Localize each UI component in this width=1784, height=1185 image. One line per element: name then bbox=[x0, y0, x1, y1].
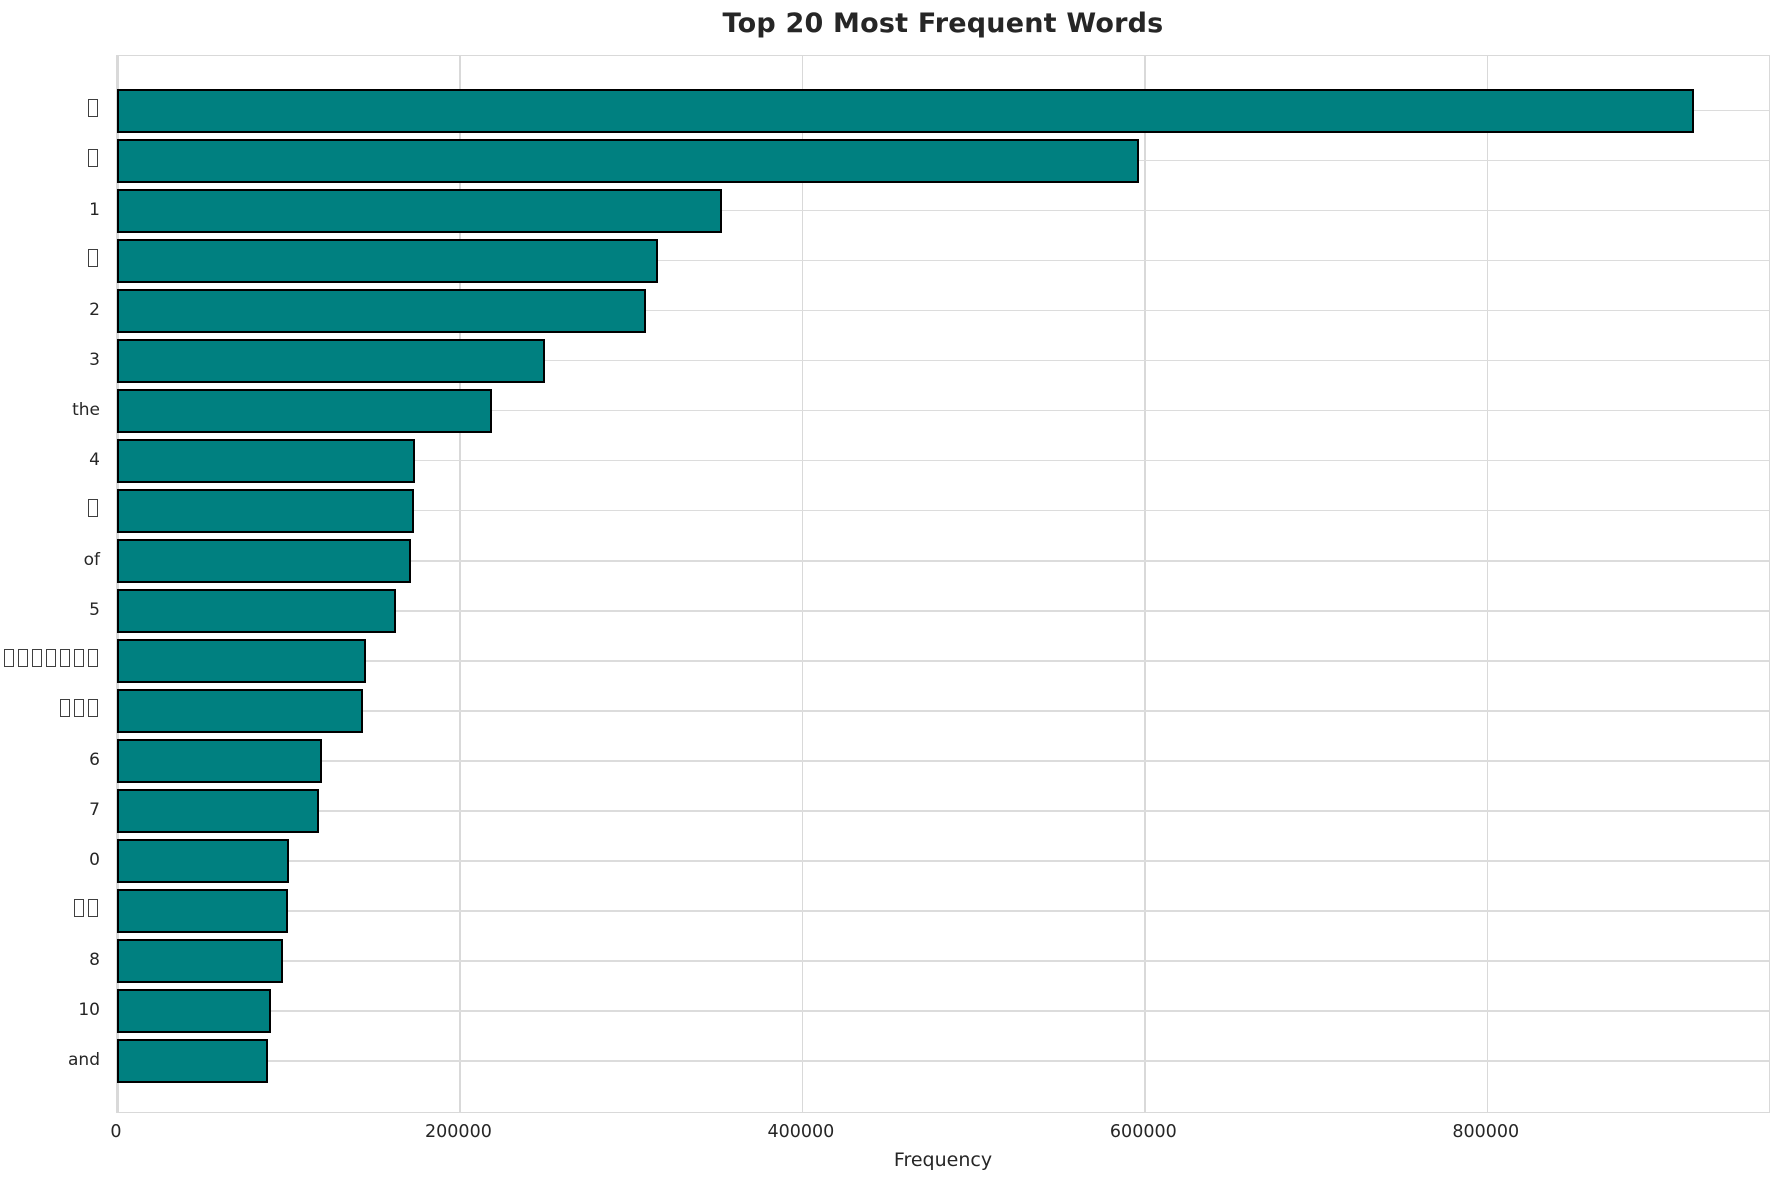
gridline-horizontal bbox=[117, 660, 1769, 662]
gridline-horizontal bbox=[117, 309, 1769, 312]
gridline-horizontal bbox=[117, 209, 1769, 212]
gridline-horizontal bbox=[117, 1010, 1769, 1012]
y-tick-label: 0 bbox=[89, 849, 100, 870]
bar bbox=[117, 188, 722, 233]
gridline-vertical bbox=[801, 56, 804, 1112]
y-tick-label: the bbox=[72, 399, 100, 420]
gridline-horizontal bbox=[117, 960, 1769, 962]
gridline-horizontal bbox=[117, 910, 1769, 912]
y-tick-label bbox=[0, 247, 100, 273]
missing-glyph-box bbox=[88, 648, 98, 667]
missing-glyph-box bbox=[74, 648, 84, 667]
y-tick-label bbox=[0, 147, 100, 173]
y-tick-label: 10 bbox=[78, 1000, 100, 1021]
gridline-horizontal bbox=[117, 1060, 1769, 1062]
missing-glyph-box bbox=[32, 648, 42, 667]
bar bbox=[117, 238, 659, 283]
bar bbox=[117, 888, 288, 933]
bar bbox=[117, 138, 1140, 183]
y-tick-label bbox=[0, 697, 100, 723]
gridline-horizontal bbox=[117, 409, 1769, 412]
gridline-vertical bbox=[117, 56, 119, 1112]
y-axis-tick-labels: 1 2 3 the 4 of 5 6 7 0 8 10 and bbox=[0, 0, 106, 1185]
y-tick-label: 4 bbox=[89, 449, 100, 470]
gridline-horizontal bbox=[117, 810, 1769, 812]
gridline-horizontal bbox=[117, 760, 1769, 762]
x-axis-label: Frequency bbox=[893, 1149, 993, 1171]
y-tick-label: 6 bbox=[89, 749, 100, 770]
missing-glyph-box bbox=[4, 648, 14, 667]
bar bbox=[117, 288, 646, 333]
y-tick-label: of bbox=[83, 549, 100, 570]
missing-glyph-box bbox=[88, 148, 98, 167]
gridline-horizontal bbox=[117, 459, 1769, 462]
x-tick-label: 400000 bbox=[767, 1122, 835, 1142]
x-tick-label: 800000 bbox=[1452, 1122, 1520, 1142]
y-tick-label bbox=[0, 897, 100, 923]
gridline-horizontal bbox=[117, 359, 1769, 362]
x-tick-label: 0 bbox=[110, 1122, 122, 1142]
x-tick-label: 200000 bbox=[425, 1122, 492, 1142]
gridline-vertical bbox=[1486, 56, 1489, 1112]
bar bbox=[117, 838, 290, 883]
plot-area bbox=[116, 55, 1770, 1113]
bar bbox=[117, 788, 320, 833]
gridline-horizontal bbox=[117, 610, 1769, 612]
bar bbox=[117, 438, 416, 483]
y-tick-label: 2 bbox=[89, 299, 100, 320]
gridline-horizontal bbox=[117, 560, 1769, 562]
bar bbox=[117, 538, 411, 583]
bar bbox=[117, 738, 322, 783]
missing-glyph-box bbox=[88, 898, 98, 917]
missing-glyph-box bbox=[88, 248, 98, 267]
y-tick-label: and bbox=[68, 1050, 100, 1071]
gridline-horizontal bbox=[117, 710, 1769, 712]
missing-glyph-box bbox=[74, 698, 84, 717]
missing-glyph-box bbox=[74, 898, 84, 917]
bar bbox=[117, 488, 415, 533]
gridline-horizontal bbox=[117, 259, 1769, 262]
chart-title: Top 20 Most Frequent Words bbox=[722, 8, 1164, 39]
bar bbox=[117, 1039, 268, 1084]
missing-glyph-box bbox=[88, 698, 98, 717]
y-tick-label: 5 bbox=[89, 599, 100, 620]
y-tick-label bbox=[0, 647, 100, 673]
bar bbox=[117, 638, 367, 683]
y-tick-label: 1 bbox=[89, 199, 100, 220]
bar bbox=[117, 338, 546, 383]
missing-glyph-box bbox=[18, 648, 28, 667]
y-tick-label: 3 bbox=[89, 349, 100, 370]
missing-glyph-box bbox=[60, 648, 70, 667]
gridline-vertical bbox=[1144, 56, 1146, 1112]
gridline-horizontal bbox=[117, 509, 1769, 512]
bar bbox=[117, 588, 396, 633]
missing-glyph-box bbox=[88, 498, 98, 517]
bar bbox=[117, 939, 283, 983]
missing-glyph-box bbox=[46, 648, 56, 667]
bar bbox=[117, 388, 493, 433]
missing-glyph-box bbox=[60, 698, 70, 717]
y-tick-label: 8 bbox=[89, 950, 100, 970]
bar bbox=[117, 88, 1695, 133]
bar bbox=[117, 989, 272, 1034]
gridline-vertical bbox=[459, 56, 461, 1112]
y-tick-label: 7 bbox=[89, 799, 100, 820]
x-tick-label: 600000 bbox=[1109, 1122, 1177, 1142]
bar bbox=[117, 688, 363, 733]
y-tick-label bbox=[0, 497, 100, 523]
y-tick-label bbox=[0, 97, 100, 123]
missing-glyph-box bbox=[88, 98, 98, 117]
gridline-horizontal bbox=[117, 860, 1769, 862]
